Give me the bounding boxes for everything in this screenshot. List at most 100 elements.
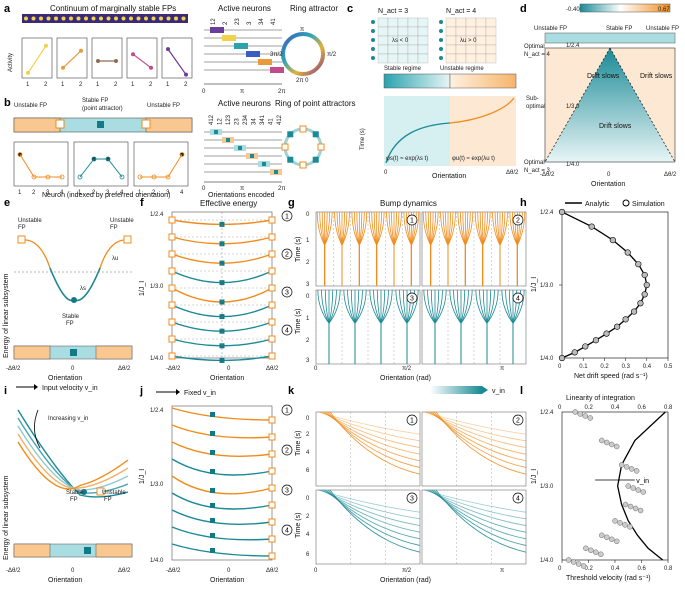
c-matrix-cell (445, 17, 457, 28)
l-xtick-label: 0.8 (664, 566, 673, 572)
l-top-tick-label: 0.8 (664, 405, 673, 411)
h-sim-point (614, 323, 621, 330)
b-box-tick: 4 (180, 190, 184, 196)
g-ylabel-bottom: Time (s) (295, 309, 302, 334)
continuum-dot (84, 16, 88, 21)
a-box-tick: 2 (114, 82, 118, 88)
a-active-label: 34 (259, 18, 265, 25)
continuum-dot (106, 16, 111, 21)
l-sim-point (614, 538, 620, 545)
a-state-point (114, 59, 118, 63)
d-optimal-bottom: Optimal (524, 160, 545, 166)
k-trajectory (435, 411, 527, 475)
b-unstable-right: Unstable FP (147, 103, 180, 109)
i-xlabel: Orientation (48, 577, 82, 584)
j-stable-marker (210, 412, 215, 417)
e-unstable-left (17, 235, 26, 244)
g-trajectory (376, 211, 385, 286)
c-neuron-dot (439, 56, 443, 60)
l-sim-point (627, 524, 633, 530)
e-stable-label-2: FP (66, 321, 74, 327)
b-active-label: 12 (218, 118, 224, 125)
continuum-dot (91, 16, 96, 21)
a-axis-tick: π (240, 89, 244, 95)
k-ytick-t2: 4 (306, 450, 310, 456)
f-unstable-marker (168, 250, 176, 258)
k-trajectory (329, 411, 421, 475)
l-top-tick-label: 0.4 (611, 405, 620, 411)
b-box-tick: 2 (152, 190, 156, 196)
c-stable-regime: Stable regime (384, 66, 422, 72)
a-active-label: 2 (223, 21, 229, 25)
f-unstable-marker (268, 318, 276, 326)
k-badge (406, 492, 418, 504)
k-badge (512, 492, 524, 504)
c-xlabel: Orientation (432, 173, 466, 180)
b-active-label: 23 (235, 118, 241, 125)
c-matrix-cell (417, 26, 429, 37)
c-matrix-cell (475, 44, 487, 55)
l-sim-point (617, 520, 623, 526)
continuum-dot (151, 16, 156, 21)
f-unstable-marker (268, 284, 276, 292)
f-stable-marker (219, 328, 225, 334)
c-neuron-dot (371, 20, 375, 24)
i-increasing: Increasing v_in (48, 416, 88, 422)
b-ring-stable (287, 131, 294, 138)
l-sim-point (609, 441, 615, 448)
b-box-tick: 3 (46, 190, 50, 196)
f-unstable-marker (268, 352, 276, 360)
e-unstable-label-right: Unstable (110, 218, 134, 224)
c-matrix-cell (465, 17, 477, 28)
c-matrix-cell (445, 44, 457, 55)
panel-label-i: i (4, 385, 7, 397)
b-bar-right (145, 117, 193, 133)
l-top-tick-label: 0.2 (585, 405, 594, 411)
k-quadrant (315, 411, 421, 487)
h-ytick-label: 1/2.4 (540, 210, 554, 216)
j-xtick-left: -Δθ/2 (166, 568, 181, 574)
c-matrix-cell (387, 44, 399, 55)
b-ring-stable (287, 156, 294, 163)
j-unstable-marker (268, 433, 276, 441)
b-unstable-marker-left (55, 119, 65, 129)
b-state-line (140, 154, 183, 178)
d-xtick-left: -Δθ/2 (540, 172, 555, 178)
a-ring-bottom: 2π 0 (296, 78, 309, 84)
g-ylabel-top: Time (s) (295, 237, 302, 262)
b-stable-label: Stable FP (82, 98, 108, 104)
b-active-point (238, 146, 242, 150)
panel-label-l: l (520, 385, 523, 397)
h-sim-point (637, 300, 644, 307)
j-energy-curve (171, 526, 273, 541)
l-sim-point (609, 536, 615, 543)
g-xtick-1: π/2 (402, 366, 412, 372)
a-state-point (96, 59, 100, 63)
l-sim-point (630, 485, 636, 491)
f-unstable-marker (168, 318, 176, 326)
c-matrix-cell (475, 35, 487, 46)
f-ytick-1: 1/2.4 (150, 212, 164, 218)
g-ytick-b3: 3 (306, 358, 310, 364)
h-xtick-label: 0.4 (643, 364, 652, 370)
g-trajectory (410, 211, 420, 286)
g-trajectory (486, 289, 499, 364)
b-box-tick: 2 (32, 190, 36, 196)
j-energy-curve (171, 509, 273, 525)
a-box-tick: 2 (44, 82, 48, 88)
b-box-tick: 1 (138, 190, 142, 196)
continuum-dot (181, 16, 186, 21)
g-trajectory (499, 211, 508, 286)
l-sim-point (582, 413, 588, 419)
e-unstable-label-left-2: FP (18, 225, 26, 231)
e-stable-point (71, 297, 77, 303)
j-energy-curve (171, 407, 273, 421)
i-xtick-mid: 0 (71, 568, 75, 574)
k-ylabel-bottom: Time (s) (295, 513, 302, 538)
continuum-bar (22, 14, 188, 23)
c-matrix-cell (377, 26, 389, 37)
f-unstable-marker (168, 301, 176, 309)
f-title: Effective energy (200, 199, 257, 208)
d-drift-right: Drift slows (640, 73, 673, 80)
